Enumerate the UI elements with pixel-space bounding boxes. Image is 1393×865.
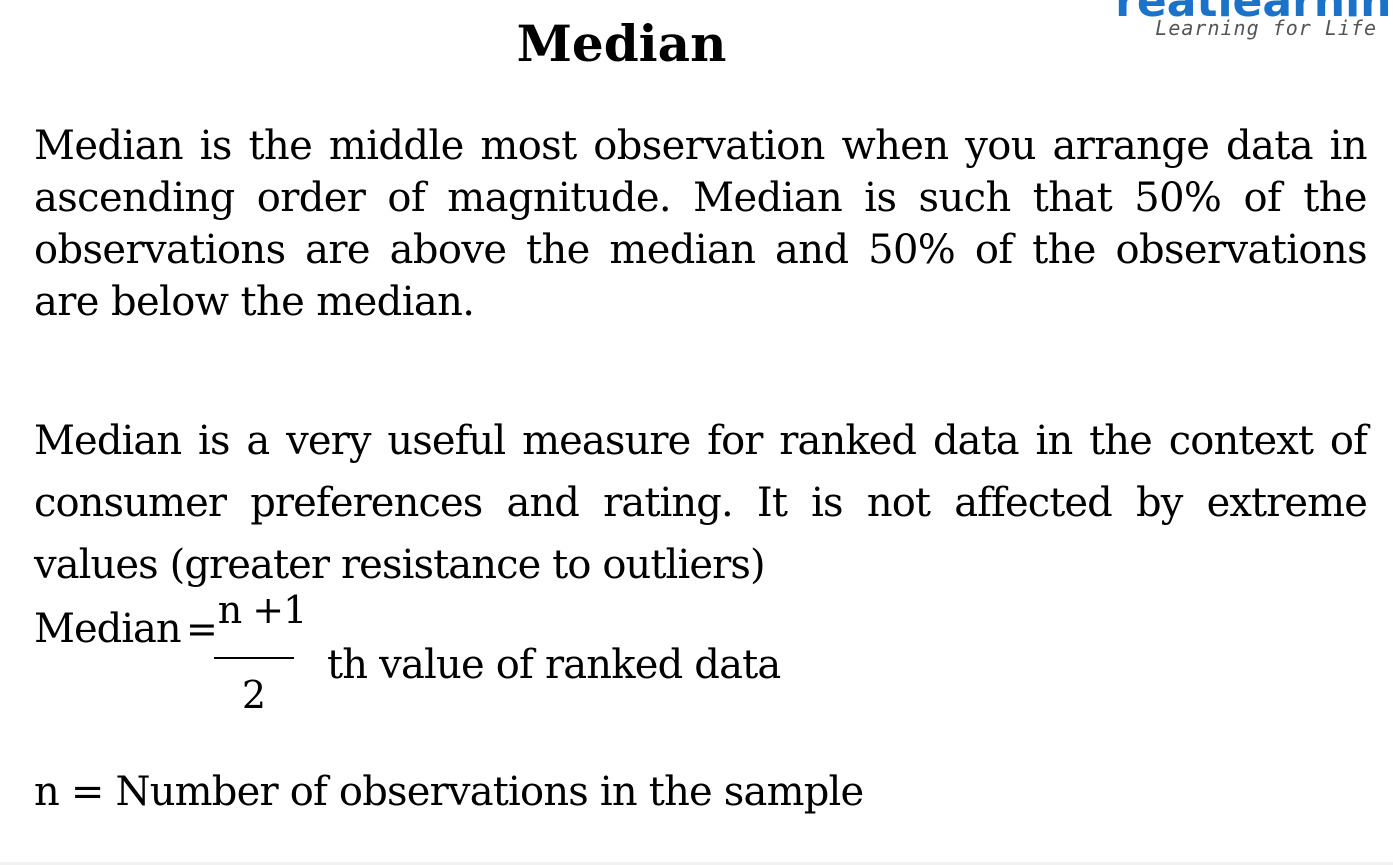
n-definition: n = Number of observations in the sample [34, 769, 864, 815]
logo-wordmark: greatlearning [1113, 0, 1393, 27]
fraction-bar [214, 657, 294, 659]
greatlearning-logo: greatlearning Learning for Life [1113, 0, 1393, 42]
formula-denominator: 2 [241, 673, 267, 717]
formula-equals-sign: = [186, 607, 218, 651]
logo-tagline: Learning for Life [1155, 16, 1377, 40]
formula-label: Median [34, 606, 182, 652]
slide-title: Median [516, 14, 727, 73]
formula-numerator: n +1 [217, 588, 308, 632]
median-usefulness-paragraph: Median is a very useful measure for rank… [34, 418, 1368, 588]
median-definition-paragraph: Median is the middle most observation wh… [34, 123, 1368, 325]
slide-bottom-divider [0, 862, 1393, 865]
formula-suffix: th value of ranked data [327, 642, 781, 688]
